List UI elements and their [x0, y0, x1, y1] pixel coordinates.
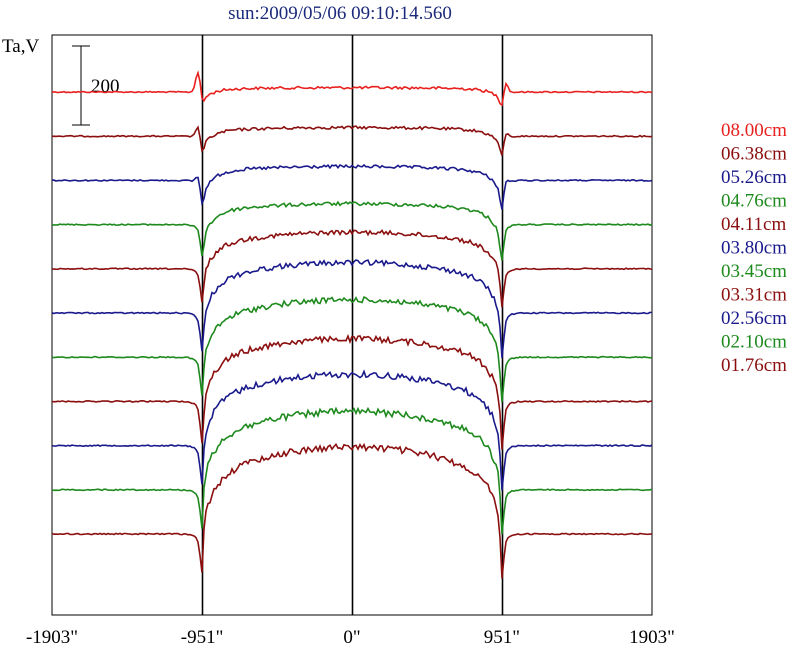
series-line-02.56cm [51, 369, 653, 491]
legend-entry: 03.45cm [721, 261, 787, 282]
x-tick-label: -1903" [26, 627, 78, 648]
vertical-markers [201, 35, 504, 615]
legend-entry: 03.31cm [721, 285, 787, 306]
x-tick-label: -951" [181, 627, 224, 648]
x-tick-label: 951" [484, 627, 520, 648]
series-line-02.10cm [51, 406, 653, 535]
scale-bar-label: 200 [91, 76, 120, 97]
legend-entry: 05.26cm [721, 167, 787, 188]
series-line-03.80cm [51, 259, 653, 358]
x-tick-label: 0" [343, 627, 360, 648]
x-tick-label: 1903" [629, 627, 675, 648]
series-line-06.38cm [51, 125, 653, 156]
series-line-03.31cm [52, 333, 653, 450]
series-line-05.26cm [51, 163, 653, 210]
legend-entry: 02.10cm [721, 332, 787, 353]
legend-entry: 03.80cm [721, 238, 787, 259]
x-tick-labels: -1903" -951" 0" 951" 1903" [26, 627, 675, 648]
chart-title: sun:2009/05/06 09:10:14.560 [228, 3, 452, 24]
series-line-08.00cm [51, 70, 653, 107]
legend-entry: 04.11cm [721, 214, 786, 235]
series-line-04.76cm [51, 200, 653, 261]
legend-entry: 02.56cm [721, 308, 787, 329]
legend-entry: 04.76cm [721, 191, 787, 212]
legend-entry: 08.00cm [721, 120, 787, 141]
legend-entry: 06.38cm [721, 144, 787, 165]
series-line-01.76cm [51, 442, 653, 579]
series-lines [51, 70, 653, 579]
series-line-04.11cm [51, 228, 653, 308]
series-line-03.45cm [51, 296, 653, 403]
y-axis-label: Ta,V [2, 36, 39, 57]
legend-entry: 01.76cm [721, 355, 787, 376]
scale-bar: 200 [72, 45, 120, 126]
